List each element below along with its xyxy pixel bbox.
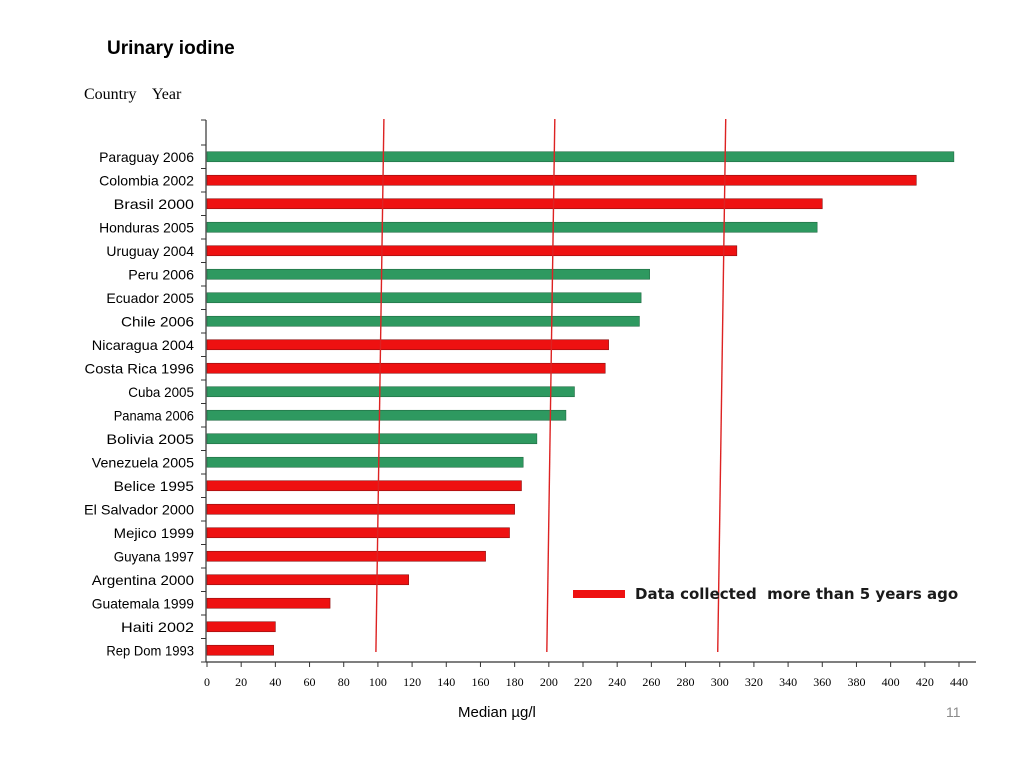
x-tick-label: 380: [847, 675, 865, 689]
category-label: Honduras 2005: [99, 219, 194, 235]
category-label: El Salvador 2000: [84, 501, 194, 517]
bar: [206, 386, 575, 398]
category-label: Uruguay 2004: [106, 243, 194, 259]
category-label: Brasil 2000: [114, 196, 195, 212]
bar: [206, 174, 917, 186]
bar: [206, 268, 650, 280]
reference-line: [375, 118, 385, 653]
category-label: Guyana 1997: [114, 548, 194, 564]
legend: Data collected more than 5 years ago: [573, 585, 958, 603]
category-label: Paraguay 2006: [99, 149, 194, 165]
category-label: Argentina 2000: [92, 572, 194, 588]
reference-line: [546, 118, 556, 653]
x-tick-label: 280: [677, 675, 695, 689]
x-tick-label: 400: [882, 675, 900, 689]
x-tick-label: 420: [916, 675, 934, 689]
category-label: Panama 2006: [114, 407, 194, 423]
x-tick-label: 200: [540, 675, 558, 689]
bar: [206, 574, 409, 586]
legend-label: Data collected more than 5 years ago: [635, 585, 959, 603]
category-label: Ecuador 2005: [106, 290, 194, 306]
bar: [206, 621, 276, 633]
x-tick-label: 340: [779, 675, 797, 689]
x-tick-label: 240: [608, 675, 626, 689]
x-tick-label: 360: [813, 675, 831, 689]
bar: [206, 339, 609, 351]
bar: [206, 527, 510, 539]
x-tick-label: 180: [506, 675, 524, 689]
category-label: Colombia 2002: [99, 172, 194, 188]
x-tick-label: 80: [338, 675, 350, 689]
x-tick-label: 120: [403, 675, 421, 689]
x-tick-label: 100: [369, 675, 387, 689]
bar: [206, 480, 522, 492]
bar: [206, 433, 538, 445]
legend-swatch-old-data: [573, 590, 625, 598]
x-tick-label: 0: [204, 675, 210, 689]
bar: [206, 644, 274, 656]
reference-line: [717, 118, 727, 653]
x-tick-label: 260: [642, 675, 660, 689]
x-tick-label: 220: [574, 675, 592, 689]
bar: [206, 503, 515, 515]
x-tick-label: 320: [745, 675, 763, 689]
category-label: Guatemala 1999: [92, 595, 194, 611]
category-label: Rep Dom 1993: [106, 642, 194, 658]
category-label: Costa Rica 1996: [85, 360, 195, 376]
bar: [206, 550, 486, 562]
category-label: Mejico 1999: [114, 525, 195, 541]
x-axis-label: Median µg/l: [458, 704, 536, 721]
bar: [206, 198, 823, 210]
category-label: Venezuela 2005: [92, 454, 194, 470]
column-header: Country Year: [84, 86, 182, 103]
bar: [206, 597, 331, 609]
bar: [206, 245, 738, 257]
x-tick-label: 40: [269, 675, 281, 689]
x-tick-label: 160: [471, 675, 489, 689]
x-tick-label: 140: [437, 675, 455, 689]
bar: [206, 221, 818, 233]
x-tick-label: 60: [304, 675, 316, 689]
bar: [206, 362, 606, 374]
category-label: Nicaragua 2004: [92, 337, 194, 353]
bar: [206, 315, 640, 327]
bar: [206, 292, 642, 304]
bar: [206, 409, 567, 421]
x-tick-label: 300: [711, 675, 729, 689]
category-label: Haiti 2002: [121, 619, 194, 635]
category-label: Belice 1995: [114, 478, 195, 494]
x-tick-label: 20: [235, 675, 247, 689]
category-label: Peru 2006: [128, 266, 194, 282]
category-label: Chile 2006: [121, 313, 194, 329]
page-number: 11: [946, 704, 961, 720]
category-label: Cuba 2005: [128, 384, 194, 400]
x-tick-label: 440: [950, 675, 968, 689]
slide-title: Urinary iodine: [107, 38, 235, 59]
bar: [206, 456, 524, 468]
bar: [206, 151, 955, 163]
category-label: Bolivia 2005: [106, 431, 194, 447]
